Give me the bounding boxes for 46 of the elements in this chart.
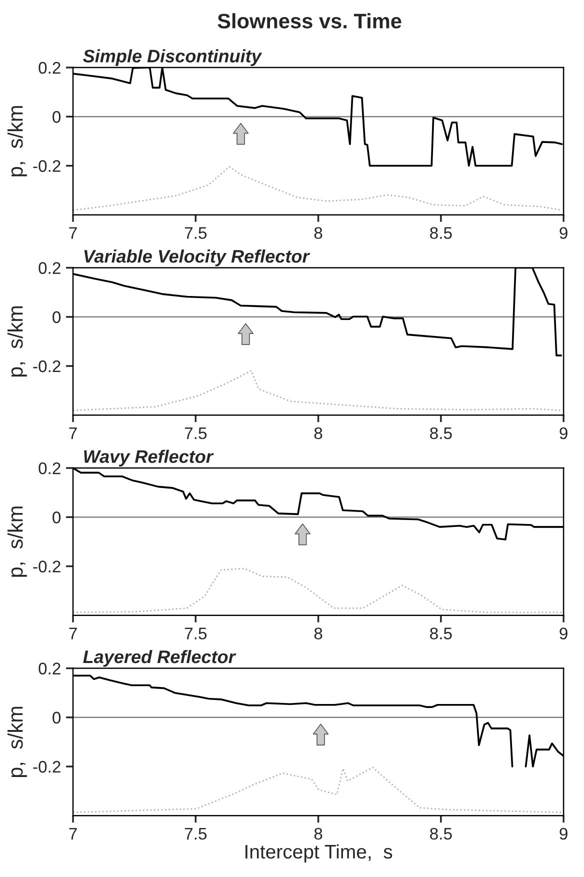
y-axis-title: p, s/km	[8, 506, 27, 577]
line-series	[73, 370, 563, 412]
x-tick-label: 7	[69, 428, 77, 439]
x-tick-label: 9	[560, 828, 568, 840]
x-tick-label: 7	[69, 828, 77, 840]
y-tick-label: 0	[52, 111, 61, 123]
x-tick-label: 9	[560, 628, 568, 640]
x-tick-label: 7	[69, 227, 77, 239]
x-tick-label: 8	[314, 427, 322, 440]
chart-subtitle: Layered Reflector	[83, 650, 236, 667]
chart-subtitle: Variable Velocity Reflector	[84, 249, 310, 266]
x-tick-label: 8	[314, 828, 322, 840]
chart-title: Slowness vs. Time	[218, 13, 402, 28]
x-tick-label: 8.5	[430, 427, 452, 440]
x-tick-label: 9	[560, 227, 568, 239]
y-axis-title: p, s/km	[8, 706, 27, 778]
y-tick-label: -0.2	[33, 560, 60, 572]
y-tick-label: 0	[52, 712, 61, 724]
x-tick-label: 7.5	[184, 428, 207, 440]
x-tick-label: 8	[314, 227, 322, 239]
x-tick-label: 8.5	[430, 628, 452, 640]
x-tick-label: 7	[69, 628, 77, 640]
x-tick-label: 7.5	[184, 628, 207, 640]
y-tick-label: -0.2	[33, 760, 60, 773]
y-tick-label: 0.2	[38, 62, 60, 74]
x-tick-label: 8.5	[430, 227, 452, 239]
y-tick-label: 0.2	[38, 662, 60, 674]
chart-subtitle: Simple Discontinuity	[83, 49, 262, 66]
line-series	[73, 568, 564, 614]
x-axis-title: Intercept Time, s	[246, 844, 392, 862]
chart-subtitle: Wavy Reflector	[84, 450, 214, 467]
y-tick-label: -0.2	[33, 160, 60, 172]
y-tick-label: 0	[52, 512, 61, 524]
x-tick-label: 9	[560, 427, 568, 440]
y-tick-label: 0	[52, 311, 61, 324]
line-series	[73, 166, 563, 211]
x-tick-label: 8.5	[430, 828, 452, 840]
y-tick-label: 0.2	[38, 262, 60, 274]
x-tick-label: 8	[314, 628, 322, 640]
x-tick-label: 7.5	[184, 227, 207, 239]
y-tick-label: -0.2	[33, 360, 60, 372]
x-tick-label: 7.5	[184, 828, 207, 840]
y-axis-title: p, s/km	[8, 306, 27, 377]
y-axis-title: p, s/km	[8, 106, 27, 176]
y-tick-label: 0.2	[38, 462, 60, 474]
line-series	[73, 766, 564, 814]
